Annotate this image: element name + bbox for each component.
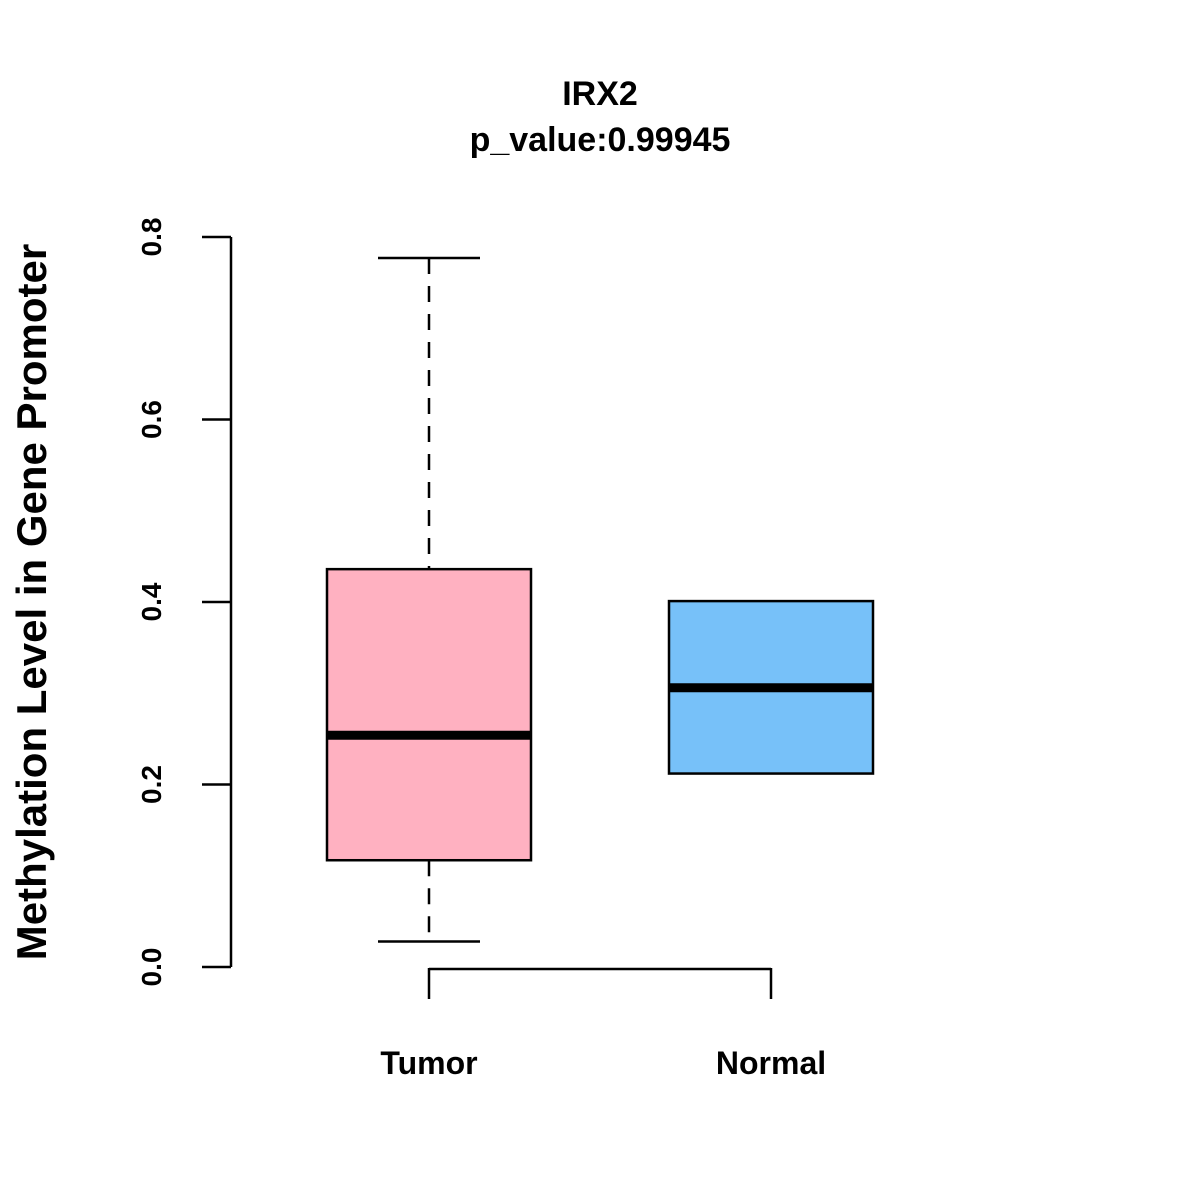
- box-series: [325, 256, 875, 943]
- x-category-label-normal: Normal: [716, 1045, 826, 1081]
- y-tick-label: 0.4: [136, 582, 167, 621]
- x-group-bracket: [427, 967, 773, 999]
- chart-title: IRX2: [562, 75, 638, 113]
- y-tick-label: 0.2: [136, 765, 167, 804]
- y-tick-label: 0.0: [136, 948, 167, 987]
- chart-subtitle: p_value:0.99945: [470, 121, 731, 159]
- y-tick-label: 0.8: [136, 218, 167, 257]
- x-category-label-tumor: Tumor: [380, 1045, 477, 1081]
- y-axis-label: Methylation Level in Gene Promoter: [8, 244, 55, 960]
- y-axis-ticks: 0.0 0.2 0.4 0.6 0.8: [136, 218, 231, 987]
- y-tick-label: 0.6: [136, 400, 167, 439]
- box-normal: [667, 599, 875, 775]
- box-tumor: [325, 256, 533, 943]
- box-body-tumor: [325, 567, 533, 862]
